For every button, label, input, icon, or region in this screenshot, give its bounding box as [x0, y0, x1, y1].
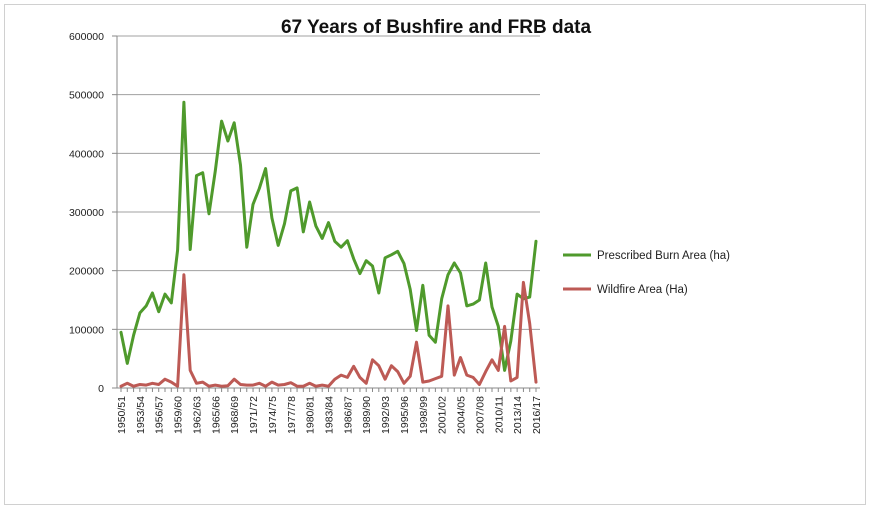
x-tick-label: 2001/02 — [437, 396, 449, 434]
x-tick-label: 1986/87 — [342, 396, 354, 434]
x-tick-label: 1950/51 — [116, 396, 128, 434]
y-axis-ticks: 0 100000 200000 300000 400000 500000 600000 — [69, 31, 117, 395]
x-tick-label: 1998/99 — [418, 396, 430, 434]
x-tick-label: 1956/57 — [154, 396, 166, 434]
x-tick-label: 1977/78 — [286, 396, 298, 434]
x-tick-label: 2016/17 — [531, 396, 543, 434]
chart-title: 67 Years of Bushfire and FRB data — [281, 17, 592, 38]
x-tick-label: 2013/14 — [512, 396, 524, 434]
x-tick-label: 1968/69 — [229, 396, 241, 434]
x-axis-ticks: 1950/51 1953/54 1956/57 1959/60 1962/63 1965/… — [116, 388, 543, 434]
x-tick-label: 1971/72 — [248, 396, 260, 434]
x-tick-label: 2004/05 — [456, 396, 468, 434]
x-tick-label: 1974/75 — [267, 396, 279, 434]
x-tick-label: 1959/60 — [173, 396, 185, 434]
x-tick-label: 1989/90 — [361, 396, 373, 434]
x-tick-label: 1995/96 — [399, 396, 411, 434]
x-tick-label: 1965/66 — [210, 396, 222, 434]
series-line-1 — [119, 100, 538, 372]
y-tick-label: 300000 — [69, 207, 104, 219]
x-tick-label: 2007/08 — [474, 396, 486, 434]
legend-label: Wildfire Area (Ha) — [597, 284, 688, 296]
series-line-2 — [119, 273, 538, 388]
series-lines — [119, 100, 538, 388]
x-tick-label: 1953/54 — [135, 396, 147, 434]
x-tick-label: 1962/63 — [191, 396, 203, 434]
x-tick-label: 1980/81 — [305, 396, 317, 434]
chart-frame — [4, 4, 866, 505]
x-tick-label: 2010/11 — [493, 396, 505, 433]
y-tick-label: 400000 — [69, 148, 104, 160]
y-tick-label: 500000 — [69, 90, 104, 102]
y-tick-label: 0 — [98, 383, 104, 395]
x-tick-label: 1992/93 — [380, 396, 392, 434]
y-tick-label: 200000 — [69, 266, 104, 278]
y-tick-label: 100000 — [69, 324, 104, 336]
legend-label: Prescribed Burn Area (ha) — [597, 250, 730, 262]
y-tick-label: 600000 — [69, 31, 104, 43]
x-tick-label: 1983/84 — [324, 396, 336, 434]
legend: Prescribed Burn Area (ha) Wildfire Area (… — [563, 250, 730, 296]
